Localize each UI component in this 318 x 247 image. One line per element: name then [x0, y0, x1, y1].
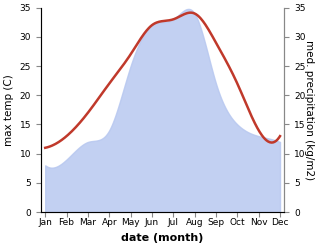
X-axis label: date (month): date (month) — [121, 233, 204, 243]
Y-axis label: med. precipitation (kg/m2): med. precipitation (kg/m2) — [304, 40, 314, 180]
Y-axis label: max temp (C): max temp (C) — [4, 74, 14, 146]
